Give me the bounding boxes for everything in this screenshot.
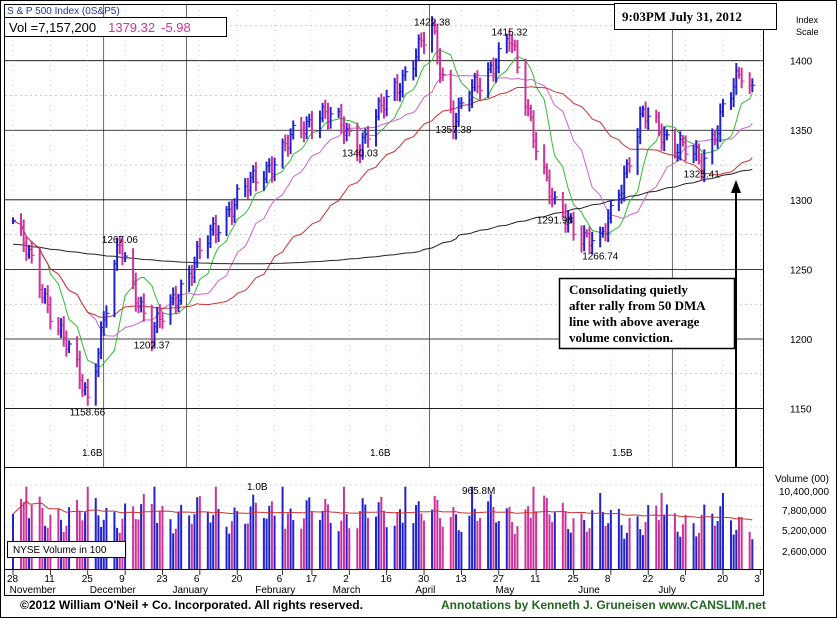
price-bars [12, 16, 756, 406]
date-tick-label: 9 [119, 574, 125, 585]
volume-tick-3: 5,200,000 [782, 526, 827, 537]
volume-bars [12, 486, 754, 569]
date-tick-label: 23 [156, 574, 168, 585]
volume-label: Vol =7,157,200 [9, 20, 96, 35]
date-ticks: 28 11 25 9 23 6 20 6 17 2 16 30 13 27 11 25 8 22 6 20 3 [7, 570, 761, 585]
volume-peak-label: 1.6B [370, 448, 391, 459]
price-label: 1340.03 [342, 149, 379, 160]
price-label: 1357.38 [435, 125, 472, 136]
price-labels: 1158.66 1267.06 1202.37 1340.03 1422.38 1357.… [70, 18, 720, 419]
volume-peak-label: 1.6B [82, 448, 103, 459]
date-tick-label: 6 [194, 574, 200, 585]
annotation-line-2: after rally from 50 DMA [569, 298, 706, 313]
annotation-line-4: volume conviction. [569, 330, 673, 345]
volume-tick-2: 7,800,000 [782, 506, 827, 517]
date-tick-label: 20 [717, 574, 729, 585]
date-tick-label: 8 [605, 574, 611, 585]
annotation-line-1: Consolidating quietly [569, 282, 688, 297]
index-symbol: (0S&P5) [82, 6, 120, 17]
date-tick-label: 11 [44, 574, 55, 585]
y-tick-label: 1200 [790, 335, 813, 346]
index-name: S & P 500 Index (0S&P5) [7, 6, 120, 17]
date-axis [4, 569, 764, 596]
nyse-legend: NYSE Volume in 100 [13, 545, 107, 556]
y-tick-label: 1250 [790, 265, 813, 276]
month-label: June [578, 585, 600, 596]
copyright: ©2012 William O'Neil + Co. Incorporated.… [20, 598, 363, 612]
price-label: 1267.06 [102, 235, 139, 246]
date-tick-label: 6 [680, 574, 686, 585]
price-label: 1325.41 [684, 169, 721, 180]
nyse-legend-box [7, 541, 126, 558]
volume-box [4, 17, 227, 37]
date-tick-label: 27 [493, 574, 505, 585]
date-tick-label: 13 [455, 574, 467, 585]
volume-peak-label: 1.5B [612, 448, 633, 459]
price-label: 1291.98 [537, 215, 574, 226]
last-price: 1379.32 [108, 20, 155, 35]
date-tick-label: 20 [231, 574, 243, 585]
volume-axis-title: Volume (00) [775, 474, 829, 485]
y-tick-label: 1400 [790, 57, 813, 68]
volume-peak-label: 1.0B [247, 482, 268, 493]
date-tick-label: 30 [418, 574, 430, 585]
date-tick-label: 25 [568, 574, 580, 585]
annotations-credit: Annotations by Kenneth J. Gruneisen www.… [441, 598, 766, 612]
volume-peak-label: 965.8M [462, 486, 495, 497]
month-labels: November December January February March Apri… [10, 585, 676, 596]
volume-peak-labels: 1.6B 1.0B 1.6B 965.8M 1.5B [82, 448, 633, 497]
month-label: February [255, 585, 295, 596]
date-tick-label: 11 [530, 574, 541, 585]
price-label: 1158.66 [70, 407, 106, 418]
y-tick-label: 1350 [790, 126, 813, 137]
y-tick-label: 1150 [790, 405, 812, 416]
month-label: May [495, 585, 514, 596]
volume-moving-average [12, 499, 753, 521]
y-tick-label: 1300 [790, 196, 813, 207]
date-tick-label: 25 [82, 574, 94, 585]
volume-tick-1: 10,400,000 [779, 487, 829, 498]
date-tick-label: 3 [754, 574, 760, 585]
ma-200-line [12, 168, 753, 265]
ma-10-line [12, 50, 753, 368]
volume-value: Vol =7,157,200 1379.32 -5.98 [9, 20, 191, 35]
date-tick-label: 22 [642, 574, 654, 585]
ma-21-line [12, 73, 753, 337]
month-label: November [10, 585, 57, 596]
y-axis-ticks: 1150 1200 1250 1300 1350 1400 [790, 57, 813, 416]
date-tick-label: 17 [306, 574, 318, 585]
month-label: March [333, 585, 361, 596]
price-label: 1266.74 [582, 251, 619, 262]
date-tick-label: 2 [343, 574, 349, 585]
y-axis-title-line2: Scale [796, 27, 819, 37]
price-label: 1415.32 [491, 27, 528, 38]
date-tick-label: 28 [7, 574, 19, 585]
month-label: April [415, 585, 435, 596]
date-tick-label: 6 [277, 574, 283, 585]
annotation-arrow-head [731, 180, 741, 193]
month-label: July [658, 585, 676, 596]
month-label: December [90, 585, 137, 596]
price-label: 1202.37 [134, 341, 171, 352]
timestamp: 9:03PM July 31, 2012 [622, 9, 742, 24]
y-axis-title-line1: Index [796, 15, 819, 25]
price-label: 1422.38 [414, 18, 451, 29]
volume-tick-4: 2,600,000 [782, 547, 827, 558]
annotation-box [558, 277, 736, 350]
date-tick-label: 16 [381, 574, 393, 585]
timestamp-box [614, 3, 777, 30]
price-panel [4, 4, 764, 468]
month-label: January [172, 585, 208, 596]
index-name-text: S & P 500 Index [7, 6, 79, 17]
price-change: -5.98 [161, 20, 191, 35]
annotation-line-3: line with above average [569, 314, 700, 329]
